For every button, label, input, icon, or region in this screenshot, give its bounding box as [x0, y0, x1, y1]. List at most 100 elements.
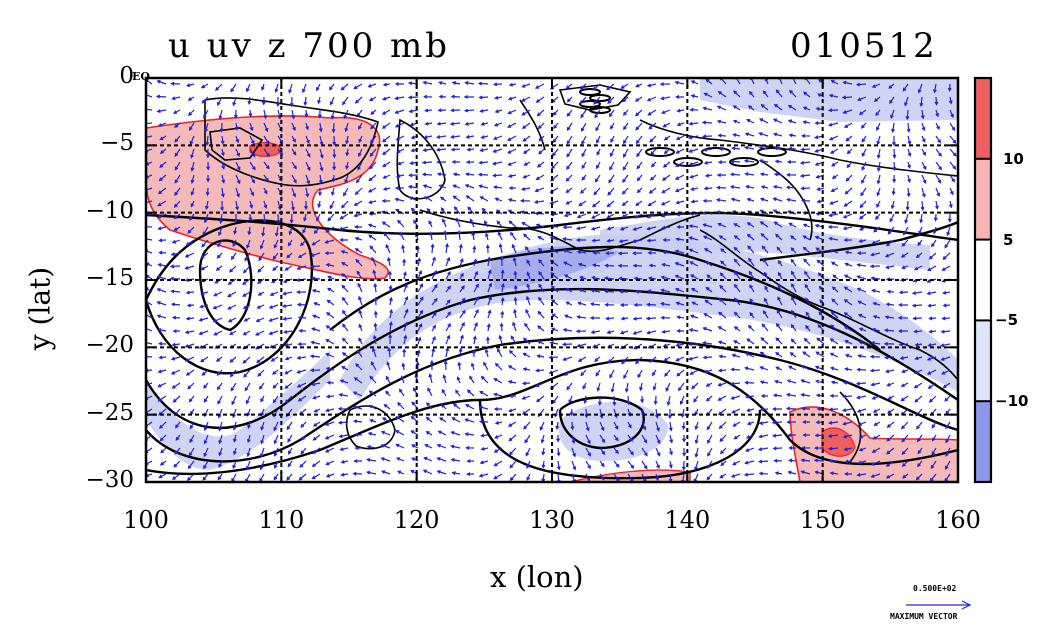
wind-vector — [704, 299, 713, 306]
wind-vector — [263, 187, 268, 195]
wind-vector — [296, 382, 307, 388]
wind-vector — [436, 135, 447, 139]
wind-vector — [272, 252, 279, 260]
wind-vector — [597, 395, 602, 406]
wind-vector — [898, 290, 909, 295]
wind-vector — [748, 90, 755, 98]
wind-vector — [510, 335, 517, 345]
wind-vector — [856, 263, 867, 267]
wind-vector — [451, 417, 461, 423]
wind-vector — [479, 109, 489, 113]
wind-vector — [948, 96, 953, 105]
wind-vector — [800, 365, 811, 371]
wind-vector — [263, 122, 269, 133]
wind-vector — [571, 447, 576, 458]
wind-vector — [221, 161, 226, 170]
wind-vector — [675, 343, 685, 347]
wind-vector — [579, 83, 587, 90]
wind-vector — [300, 447, 307, 455]
wind-vector — [395, 415, 405, 423]
wind-vector — [830, 380, 839, 385]
wind-vector — [382, 82, 391, 87]
wind-vector — [788, 133, 797, 138]
wind-vector — [156, 275, 167, 280]
wind-vector — [935, 148, 942, 157]
wind-vector — [534, 83, 545, 89]
wind-vector — [526, 259, 531, 267]
wind-vector — [327, 213, 335, 222]
wind-vector — [522, 148, 531, 154]
coastline-10 — [759, 159, 813, 241]
wind-vector — [706, 473, 713, 481]
wind-vector — [719, 447, 727, 455]
wind-vector — [608, 109, 615, 118]
wind-vector — [802, 246, 811, 254]
wind-vector — [341, 352, 349, 358]
wind-vector — [599, 460, 605, 468]
wind-vector — [876, 161, 881, 173]
wind-vector — [172, 109, 181, 114]
wind-vector — [675, 94, 685, 99]
wind-vector — [339, 237, 348, 242]
wind-vector — [410, 444, 419, 449]
wind-vector — [189, 421, 195, 430]
wind-vector — [585, 460, 591, 470]
wind-vector — [523, 421, 531, 430]
wind-vector — [172, 395, 181, 403]
wind-vector — [497, 348, 503, 358]
wind-vector — [445, 242, 449, 254]
wind-vector — [535, 368, 545, 373]
wind-vector — [451, 81, 461, 85]
wind-vector — [706, 274, 713, 280]
wind-vector — [424, 121, 433, 126]
wind-vector — [645, 302, 657, 307]
wind-vector — [832, 274, 839, 280]
wind-vector — [522, 352, 531, 358]
wind-vector — [594, 174, 601, 183]
wind-vector — [828, 122, 839, 127]
wind-vector — [507, 380, 517, 384]
wind-vector — [284, 395, 293, 404]
wind-vector — [189, 434, 195, 444]
wind-vector — [219, 213, 223, 225]
wind-vector — [535, 96, 545, 103]
wind-vector — [327, 275, 335, 280]
wind-vector — [303, 96, 308, 106]
wind-vector — [660, 275, 671, 280]
wind-vector — [842, 226, 853, 231]
wind-vector — [521, 221, 531, 228]
wind-vector — [846, 161, 853, 169]
wind-vector — [885, 460, 895, 467]
wind-vector — [564, 314, 573, 319]
wind-vector — [235, 200, 240, 211]
wind-vector — [257, 291, 265, 296]
wind-vector — [689, 107, 699, 112]
wind-vector — [919, 96, 924, 108]
wind-vector — [368, 234, 377, 241]
wind-vector — [146, 122, 153, 125]
wind-vector — [158, 341, 167, 346]
wind-vector — [843, 447, 853, 452]
wind-vector — [485, 336, 490, 345]
wind-vector — [675, 301, 685, 306]
wind-vector — [457, 229, 462, 241]
wind-vector — [215, 356, 223, 362]
wind-vector — [204, 200, 209, 210]
wind-vector — [507, 122, 517, 128]
wind-vector — [633, 213, 643, 219]
wind-vector — [758, 159, 769, 164]
wind-vector — [674, 261, 685, 267]
wind-vector — [341, 284, 349, 293]
wind-vector — [248, 109, 253, 118]
wind-vector — [911, 291, 923, 295]
wind-vector — [595, 369, 601, 377]
wind-vector — [464, 81, 475, 85]
wind-vector — [604, 302, 615, 307]
wind-vector — [661, 174, 671, 181]
wind-vector — [935, 109, 940, 118]
wind-vector — [538, 259, 545, 267]
wind-vector — [775, 351, 783, 358]
wind-vector — [861, 174, 867, 184]
wind-vector — [216, 382, 223, 391]
wind-vector — [174, 187, 181, 197]
